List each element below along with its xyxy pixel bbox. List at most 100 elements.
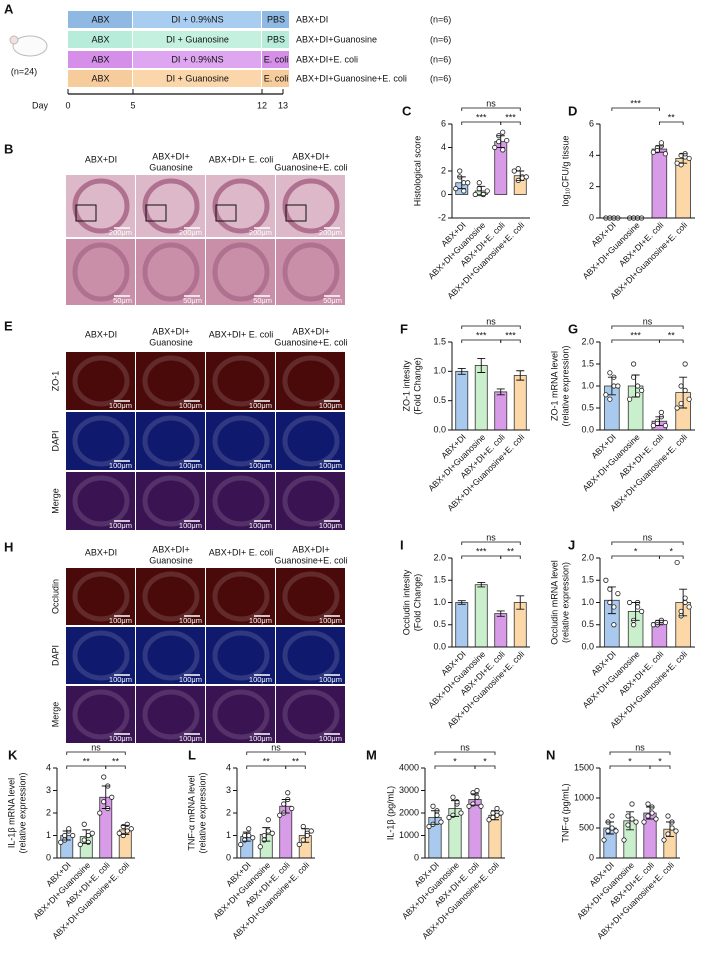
bar xyxy=(468,799,482,859)
scale-bar-label: 50μm xyxy=(183,296,202,305)
y-tick-label: 0.5 xyxy=(433,395,446,405)
y-axis-label: (relative expression) xyxy=(560,562,570,643)
significance-bracket xyxy=(461,541,521,545)
error-bar xyxy=(516,595,525,610)
scale-bar-label: 50μm xyxy=(323,296,342,305)
bar xyxy=(494,391,508,431)
mouse-ear xyxy=(9,35,19,45)
column-label: Guanosine+E. coli xyxy=(274,337,347,347)
error-bar xyxy=(679,376,688,409)
y-tick-label: 2000 xyxy=(399,807,419,817)
data-point xyxy=(649,810,655,816)
tissue-shape xyxy=(212,475,270,527)
significance-label: ** xyxy=(507,546,515,556)
significance-label: * xyxy=(453,756,457,766)
significance-label: * xyxy=(658,756,662,766)
panel-label: G xyxy=(568,321,578,336)
data-point xyxy=(686,604,692,610)
zoom-box xyxy=(145,204,167,222)
data-point xyxy=(465,180,471,186)
y-tick-label: 2 xyxy=(226,807,231,817)
column-label: Guanosine xyxy=(149,337,193,347)
significance-label: *** xyxy=(476,546,487,556)
y-tick-label: 2 xyxy=(589,181,594,191)
data-point xyxy=(285,790,291,796)
error-bar xyxy=(451,800,459,817)
data-point xyxy=(662,422,668,429)
data-point xyxy=(250,835,256,841)
data-point xyxy=(607,586,613,592)
tissue-shape xyxy=(142,242,200,302)
data-point xyxy=(609,813,615,819)
timeline-segment xyxy=(68,11,132,28)
significance-bracket xyxy=(66,751,126,755)
day-label: 13 xyxy=(278,100,288,110)
tissue-shape xyxy=(212,415,270,467)
y-tick-label: 0.5 xyxy=(581,402,594,412)
panel-label: M xyxy=(366,747,377,762)
scale-bar-label: 50μm xyxy=(253,296,272,305)
bar xyxy=(494,613,508,648)
scale-bar-label: 100μm xyxy=(249,616,272,625)
y-tick-label: 0 xyxy=(589,212,594,222)
column-label: ABX+DI+ E. coli xyxy=(209,329,274,339)
significance-label: ns xyxy=(486,532,496,542)
error-bar xyxy=(606,821,614,835)
tissue-shape xyxy=(72,630,130,681)
y-tick-label: 1 xyxy=(226,830,231,840)
scale-bar-label: 100μm xyxy=(109,616,132,625)
error-bar xyxy=(631,374,640,398)
data-point xyxy=(627,396,633,402)
data-point xyxy=(603,577,609,583)
y-tick-label: 0 xyxy=(589,852,594,862)
data-point xyxy=(498,810,504,816)
data-point xyxy=(635,383,641,389)
y-tick-label: 4 xyxy=(46,762,51,772)
tissue-shape xyxy=(142,475,200,527)
tissue-shape xyxy=(282,630,340,681)
y-axis-label: ZO-1 mRNA level xyxy=(549,351,559,421)
significance-bracket xyxy=(658,555,684,559)
group-n: (n=6) xyxy=(430,54,451,64)
tissue-shape xyxy=(72,571,130,622)
scale-bar-label: 200μm xyxy=(249,228,272,237)
data-point xyxy=(658,409,664,415)
data-point xyxy=(474,794,480,800)
y-tick-label: 0 xyxy=(414,852,419,862)
y-tick-label: -2 xyxy=(438,212,446,222)
error-bar xyxy=(626,811,634,831)
timeline-segment xyxy=(68,51,132,68)
bar xyxy=(474,365,488,431)
significance-label: ns xyxy=(643,316,653,326)
significance-label: * xyxy=(483,756,487,766)
data-point xyxy=(304,832,310,839)
tissue-shape xyxy=(282,178,340,234)
data-point xyxy=(631,374,637,380)
y-axis-label: Histological score xyxy=(412,136,422,207)
y-tick-label: 0 xyxy=(226,852,231,862)
data-point xyxy=(631,622,637,628)
data-point xyxy=(665,813,671,819)
tissue-shape xyxy=(72,689,130,740)
y-axis-label: ZO-1 intesity xyxy=(401,360,411,412)
y-axis-label: (relative expression) xyxy=(197,772,207,853)
data-point xyxy=(128,826,134,832)
significance-label: ns xyxy=(635,742,645,752)
scale-bar-label: 100μm xyxy=(249,461,272,470)
y-tick-label: 1.5 xyxy=(433,575,446,585)
tissue-shape xyxy=(142,571,200,622)
data-point xyxy=(639,387,645,393)
day-label: 12 xyxy=(257,100,267,110)
significance-bracket xyxy=(461,339,502,343)
data-point xyxy=(476,180,482,186)
data-point xyxy=(300,837,306,843)
segment-label: ABX xyxy=(91,14,109,24)
data-point xyxy=(476,186,482,192)
column-label: ABX+DI xyxy=(85,154,117,164)
group-label: ABX+DI+Guanosine+E. coli xyxy=(296,73,407,83)
data-point xyxy=(457,168,463,174)
data-point xyxy=(484,188,490,194)
scale-bar-label: 100μm xyxy=(319,521,342,530)
significance-label: ** xyxy=(292,756,300,766)
error-bar xyxy=(655,145,664,153)
